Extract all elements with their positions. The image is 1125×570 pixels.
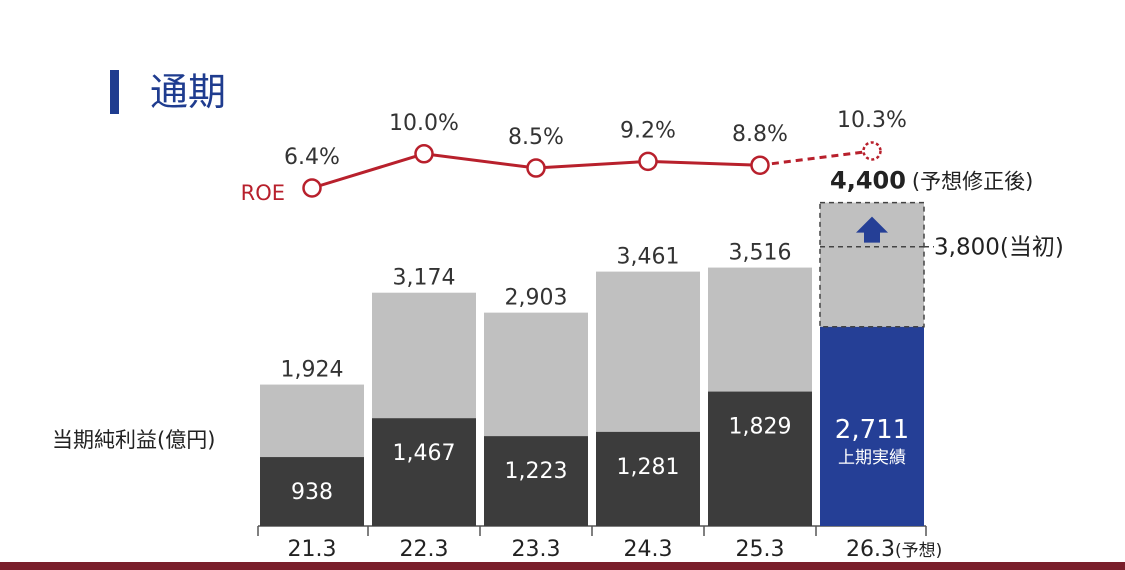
x-tick-label: 25.3 bbox=[736, 537, 785, 562]
x-tick-label: 21.3 bbox=[288, 537, 337, 562]
bar-upper-segment bbox=[708, 267, 812, 392]
bar-total-label: 3,516 bbox=[729, 241, 792, 266]
bar-lower-segment bbox=[372, 418, 476, 526]
roe-point bbox=[302, 178, 322, 198]
bar-upper-segment bbox=[484, 312, 588, 437]
bar-lower-label: 1,829 bbox=[729, 415, 792, 440]
x-tick-label: 26.3(予想) bbox=[846, 537, 942, 562]
forecast-revised-label: 4,400 (予想修正後) bbox=[830, 167, 1033, 195]
bar-lower-segment bbox=[708, 391, 812, 526]
forecast-initial-label: 3,800(当初) bbox=[934, 235, 1064, 261]
forecast-first-half-label: 上期実績 bbox=[838, 448, 906, 468]
bar-lower-label: 938 bbox=[291, 480, 333, 505]
title-accent-bar bbox=[110, 70, 119, 114]
bar-lower-label: 1,467 bbox=[393, 441, 456, 466]
bar-upper-segment bbox=[596, 271, 700, 432]
bar-lower-segment bbox=[596, 431, 700, 526]
bar-lower-segment bbox=[484, 436, 588, 526]
bar-upper-segment bbox=[260, 384, 364, 458]
bar-lower-label: 1,223 bbox=[505, 459, 568, 484]
x-tick-label: 23.3 bbox=[512, 537, 561, 562]
bottom-divider bbox=[0, 562, 1125, 570]
roe-point bbox=[638, 151, 658, 172]
roe-label: 9.2% bbox=[620, 118, 676, 143]
roe-label: 10.0% bbox=[389, 111, 459, 136]
roe-point bbox=[750, 155, 770, 175]
roe-point-forecast bbox=[862, 141, 882, 161]
roe-label: 6.4% bbox=[284, 145, 340, 170]
bar-lower-label: 1,281 bbox=[617, 455, 680, 480]
x-tick-label: 22.3 bbox=[400, 537, 449, 562]
bar-forecast-first-half bbox=[820, 326, 924, 526]
y-axis-label: 当期純利益(億円) bbox=[52, 428, 216, 452]
forecast-revised-box bbox=[819, 201, 925, 328]
bar-total-label: 3,461 bbox=[617, 245, 680, 270]
roe-label: 10.3% bbox=[837, 108, 907, 133]
x-tick-label: 24.3 bbox=[624, 537, 673, 562]
bar-lower-segment bbox=[260, 457, 364, 526]
roe-point bbox=[526, 158, 546, 178]
page-title: 通期 bbox=[150, 70, 227, 114]
roe-series-name: ROE bbox=[241, 181, 285, 205]
bar-total-label: 1,924 bbox=[281, 358, 344, 383]
up-arrow-icon bbox=[856, 216, 888, 243]
roe-label: 8.8% bbox=[732, 122, 788, 147]
roe-point bbox=[414, 144, 434, 164]
roe-label: 8.5% bbox=[508, 125, 564, 150]
bar-total-label: 2,903 bbox=[505, 286, 568, 311]
bar-upper-segment bbox=[372, 292, 476, 419]
roe-line-forecast bbox=[759, 149, 873, 167]
forecast-first-half-value: 2,711 bbox=[835, 415, 909, 445]
bar-total-label: 3,174 bbox=[393, 266, 456, 291]
